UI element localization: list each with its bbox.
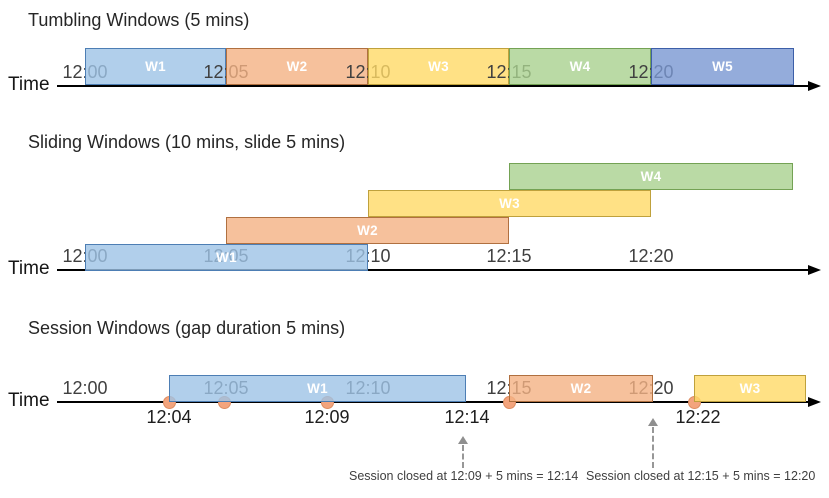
tumbling-arrow-right-icon xyxy=(808,81,821,91)
tumbling-window-w3: W3 xyxy=(368,48,509,85)
sliding-window-w2: W2 xyxy=(226,217,509,244)
window-label: W1 xyxy=(216,250,237,265)
window-label: W2 xyxy=(357,223,378,238)
tumbling-time-axis-label: Time xyxy=(8,74,50,95)
sliding-arrow-right-icon xyxy=(808,265,821,275)
session-window-w3: W3 xyxy=(694,375,806,402)
sliding-timeline-axis xyxy=(57,269,810,271)
session-close-annotation: Session closed at 12:15 + 5 mins = 12:20 xyxy=(586,469,816,483)
session-close-annotation: Session closed at 12:09 + 5 mins = 12:14 xyxy=(349,469,579,483)
sliding-title: Sliding Windows (10 mins, slide 5 mins) xyxy=(28,132,346,152)
window-label: W1 xyxy=(145,59,166,74)
event-time-label: 12:14 xyxy=(444,407,490,427)
session-tick-1200: 12:00 xyxy=(62,378,108,398)
window-label: W4 xyxy=(640,169,662,184)
session-close-arrow-line xyxy=(462,445,464,468)
window-label: W3 xyxy=(739,381,761,396)
sliding-window-w4: W4 xyxy=(509,163,793,190)
session-arrow-right-icon xyxy=(808,397,821,407)
tumbling-window-w5: W5 xyxy=(651,48,794,85)
window-label: W3 xyxy=(428,59,449,74)
sliding-time-axis-label: Time xyxy=(8,258,50,279)
session-close-arrow-up-icon xyxy=(458,436,468,444)
sliding-window-w1: W1 xyxy=(85,244,368,271)
window-label: W5 xyxy=(712,59,733,74)
window-label: W1 xyxy=(307,381,328,396)
tumbling-window-w1: W1 xyxy=(85,48,226,85)
session-window-w2: W2 xyxy=(509,375,653,402)
session-close-arrow-line xyxy=(652,427,654,468)
event-time-label: 12:22 xyxy=(675,407,721,427)
session-time-axis-label: Time xyxy=(8,390,50,411)
sliding-tick-1215: 12:15 xyxy=(486,246,532,266)
sliding-tick-1220: 12:20 xyxy=(628,246,674,266)
session-timeline-axis xyxy=(57,401,810,403)
session-window-w1: W1 xyxy=(169,375,466,402)
session-close-arrow-up-icon xyxy=(648,418,658,426)
event-time-label: 12:04 xyxy=(146,407,192,427)
window-label: W4 xyxy=(569,59,591,74)
window-label: W2 xyxy=(570,381,592,396)
window-label: W2 xyxy=(286,59,308,74)
event-time-label: 12:09 xyxy=(304,407,350,427)
sliding-window-w3: W3 xyxy=(368,190,651,217)
tumbling-window-w4: W4 xyxy=(509,48,651,85)
tumbling-window-w2: W2 xyxy=(226,48,368,85)
tumbling-timeline-axis xyxy=(57,85,810,87)
window-label: W3 xyxy=(499,196,520,211)
tumbling-title: Tumbling Windows (5 mins) xyxy=(28,10,250,30)
session-title: Session Windows (gap duration 5 mins) xyxy=(28,318,346,338)
